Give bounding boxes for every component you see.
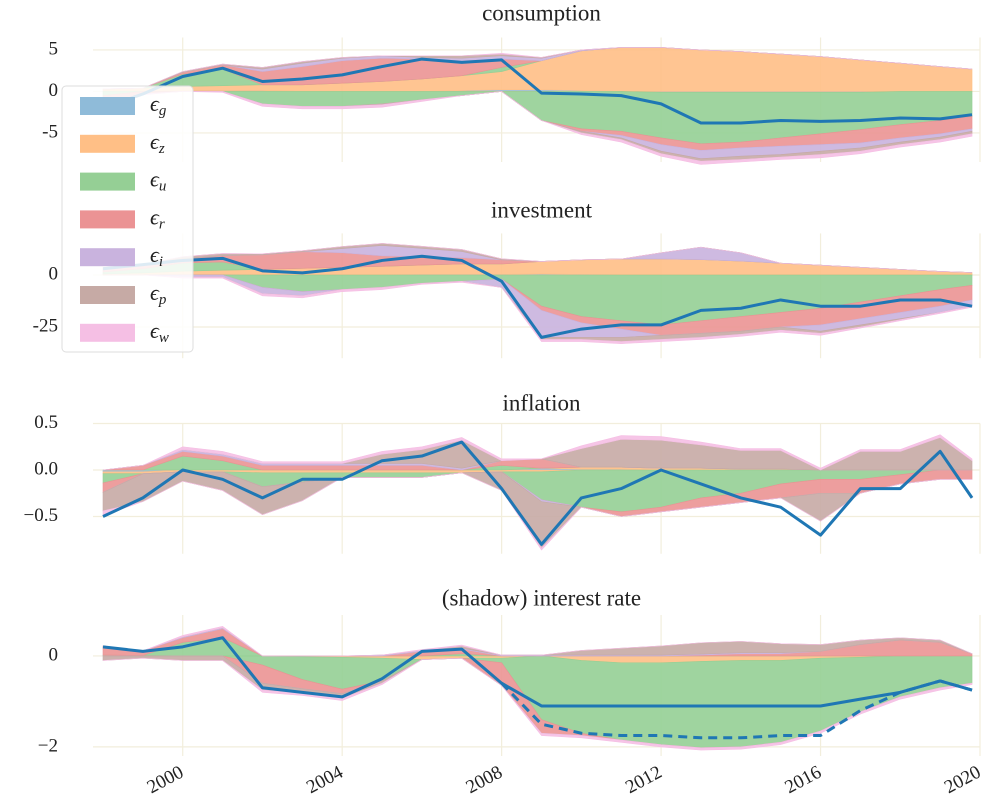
legend-swatch <box>80 286 135 304</box>
x-tick-label: 2020 <box>941 762 984 798</box>
legend-subscript: z <box>158 141 165 157</box>
legend-swatch <box>80 210 135 229</box>
line <box>102 254 973 339</box>
x-tick-label: 2000 <box>144 762 187 798</box>
x-tick-label: 2004 <box>303 761 347 798</box>
y-tick-label: -5 <box>42 121 58 142</box>
area-neg <box>103 274 973 344</box>
area-neg <box>102 657 973 751</box>
line <box>102 636 973 708</box>
panel-title: (shadow) interest rate <box>442 585 641 610</box>
x-tick-label: 2016 <box>782 762 825 798</box>
legend-subscript: r <box>159 217 165 233</box>
legend-subscript: w <box>159 330 169 346</box>
area-pos <box>102 47 973 90</box>
x-tick-label: 2012 <box>622 762 665 798</box>
y-tick-label: 0.5 <box>34 412 58 433</box>
legend-subscript: g <box>159 103 167 119</box>
area-neg <box>102 91 973 165</box>
legend-swatch <box>80 172 135 191</box>
line <box>102 440 974 546</box>
y-tick-label: 0 <box>49 263 59 284</box>
panel-title: investment <box>491 197 593 222</box>
area-pos <box>102 243 973 273</box>
x-tick-label: 2008 <box>463 762 506 798</box>
y-tick-label: 0 <box>49 80 59 101</box>
legend-swatch <box>80 248 135 267</box>
legend-subscript: p <box>158 292 167 308</box>
area-pos <box>102 434 973 471</box>
legend-swatch <box>80 97 135 115</box>
y-tick-label: 5 <box>49 38 59 59</box>
panel-title: inflation <box>503 390 581 415</box>
y-tick-label: −2 <box>38 735 58 756</box>
y-tick-label: 0.0 <box>34 458 58 479</box>
area-neg <box>102 472 973 551</box>
panel-title: consumption <box>482 0 601 25</box>
y-tick-label: -25 <box>33 315 58 336</box>
y-tick-label: 0 <box>49 644 59 665</box>
legend-subscript: u <box>159 179 167 195</box>
legend-swatch <box>80 134 135 153</box>
line <box>102 57 973 125</box>
y-tick-label: −0.5 <box>24 505 58 526</box>
line <box>500 679 973 740</box>
legend-subscript: i <box>159 255 163 271</box>
legend-swatch <box>80 323 135 342</box>
area-pos <box>102 626 973 657</box>
